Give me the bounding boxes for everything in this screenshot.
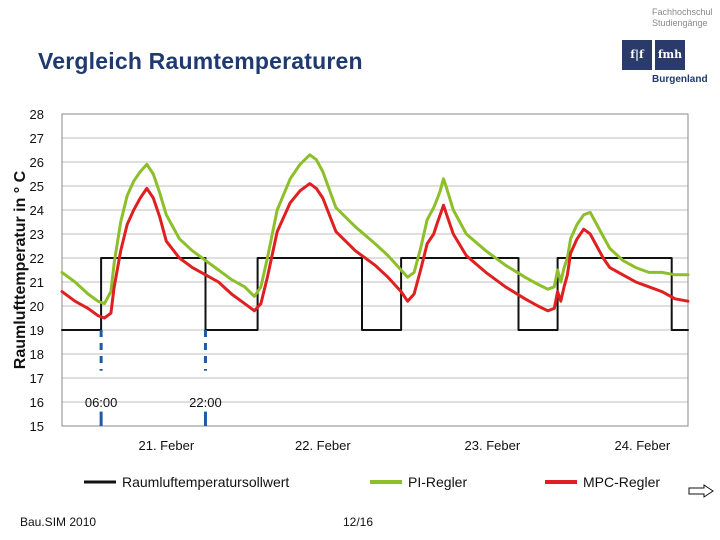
time-annotations: 06:00 22:00 <box>85 330 222 426</box>
footer-left: Bau.SIM 2010 <box>20 515 97 529</box>
legend-label: Raumluftemperatursollwert <box>122 474 289 490</box>
y-tick-label: 27 <box>30 131 44 146</box>
logo-line-2: Studiengänge <box>652 18 708 28</box>
series-setpoint <box>61 257 689 331</box>
temperature-chart: Raumlufttemperatur in ° C 15 16 17 18 19 20 21… <box>12 107 690 490</box>
x-category-label: 23. Feber <box>465 438 521 453</box>
annotation-label: 22:00 <box>189 395 222 410</box>
legend: Raumluftemperatursollwert PI-Regler MPC-Re… <box>84 474 660 490</box>
logo-mark-right-text: fmh <box>657 48 683 61</box>
annotation-label: 06:00 <box>85 395 118 410</box>
x-category-labels: 21. Feber 22. Feber 23. Feber 24. Feber <box>139 438 671 453</box>
y-axis-label: Raumlufttemperatur in ° C <box>12 170 29 369</box>
y-tick-label: 16 <box>30 395 44 410</box>
series-mpc-regler <box>60 182 690 320</box>
plot-frame <box>61 113 689 427</box>
logo-mark-left: f|f <box>622 40 652 70</box>
y-tick-label: 18 <box>30 347 44 362</box>
y-tick-label: 24 <box>30 203 44 218</box>
logo-place: Burgenland <box>652 74 708 85</box>
y-tick-label: 21 <box>30 275 44 290</box>
slide-title: Vergleich Raumtemperaturen <box>38 48 363 74</box>
legend-label: MPC-Regler <box>583 474 660 490</box>
legend-label: PI-Regler <box>408 474 467 490</box>
y-tick-label: 23 <box>30 227 44 242</box>
y-tick-label: 17 <box>30 371 44 386</box>
y-tick-label: 20 <box>30 299 44 314</box>
page-number: 12/16 <box>343 515 374 529</box>
y-tick-label: 26 <box>30 155 44 170</box>
x-category-label: 21. Feber <box>139 438 195 453</box>
y-tick-label: 19 <box>30 323 44 338</box>
y-tick-label: 15 <box>30 419 44 434</box>
series-lines <box>60 153 690 331</box>
logo-line-1: Fachhochschul <box>652 7 713 17</box>
arrow-right-icon[interactable] <box>688 484 714 498</box>
logo-mark-left-text: f|f <box>630 48 644 61</box>
x-category-label: 22. Feber <box>295 438 351 453</box>
y-tick-label: 28 <box>30 107 44 122</box>
x-category-label: 24. Feber <box>615 438 671 453</box>
y-tick-label: 22 <box>30 251 44 266</box>
y-tick-labels: 15 16 17 18 19 20 21 22 23 24 25 26 27 28 <box>30 107 44 434</box>
institution-logo: Fachhochschul Studiengänge f|f fmh Burge… <box>622 4 718 90</box>
series-pi-regler <box>60 153 690 306</box>
y-tick-label: 25 <box>30 179 44 194</box>
grid-lines <box>62 113 688 427</box>
logo-mark-right: fmh <box>655 40 685 70</box>
